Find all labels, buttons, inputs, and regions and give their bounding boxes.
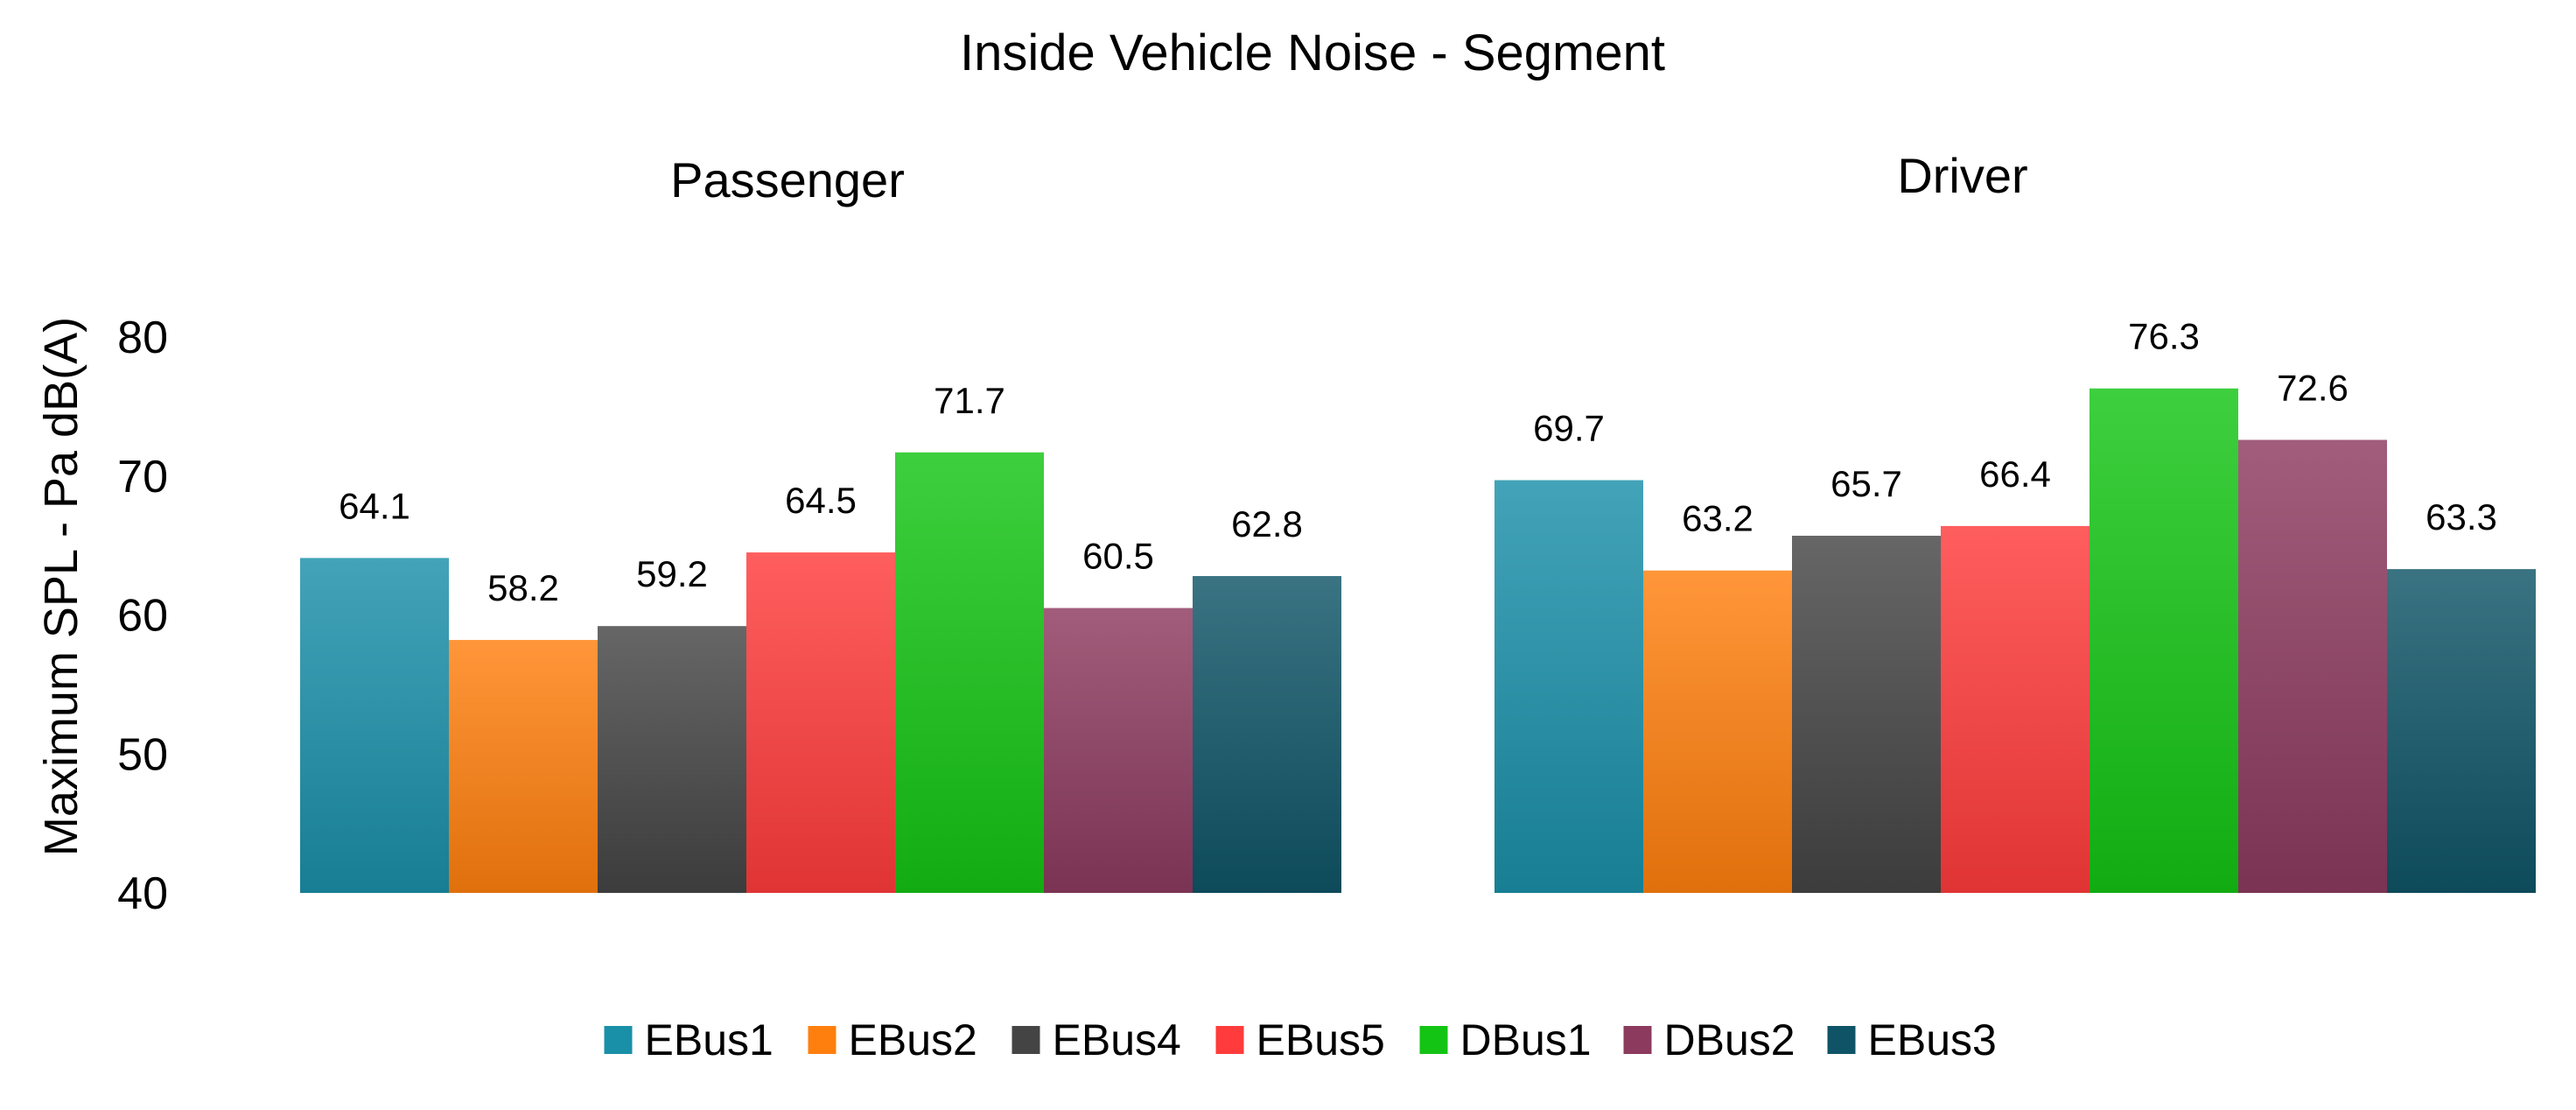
data-label-driver-dbus2: 72.6 (2277, 367, 2348, 408)
data-label-driver-ebus1: 69.7 (1533, 408, 1605, 449)
data-label-passenger-ebus2: 58.2 (487, 567, 559, 608)
data-label-driver-ebus2: 63.2 (1682, 498, 1754, 539)
y-tick-label: 60 (117, 591, 168, 642)
data-label-driver-ebus3: 63.3 (2426, 496, 2497, 537)
bar-driver-dbus1 (2090, 388, 2238, 893)
y-tick-label: 40 (117, 868, 168, 919)
data-label-driver-ebus5: 66.4 (1979, 453, 2051, 495)
panel-title-driver: Driver (1897, 148, 2027, 203)
data-label-passenger-ebus3: 62.8 (1231, 503, 1303, 544)
bar-driver-ebus5 (1941, 525, 2090, 893)
panel-title-passenger: Passenger (670, 152, 905, 207)
legend-swatch-ebus4 (1012, 1026, 1040, 1054)
legend-swatch-dbus1 (1419, 1026, 1448, 1054)
bar-passenger-ebus5 (746, 552, 895, 893)
legend-label-dbus1: DBus1 (1460, 1015, 1592, 1064)
legend-label-ebus4: EBus4 (1053, 1015, 1181, 1064)
bar-passenger-ebus2 (449, 640, 598, 893)
data-label-passenger-ebus5: 64.5 (785, 480, 857, 521)
y-axis-ticks: 40 50 60 70 80 (117, 313, 168, 919)
bar-passenger-ebus4 (598, 626, 746, 893)
data-labels: 64.1 58.2 59.2 64.5 71.7 60.5 62.8 69.7 63.2 65.7… (339, 316, 2497, 608)
bar-driver-ebus4 (1792, 536, 1941, 893)
legend-label-ebus5: EBus5 (1256, 1015, 1385, 1064)
data-label-passenger-ebus4: 59.2 (636, 553, 708, 594)
data-label-driver-ebus4: 65.7 (1830, 463, 1902, 504)
data-label-passenger-ebus1: 64.1 (339, 485, 410, 526)
data-label-driver-dbus1: 76.3 (2128, 316, 2200, 357)
legend-label-dbus2: DBus2 (1664, 1015, 1796, 1064)
bars (300, 388, 2536, 894)
chart-title: Inside Vehicle Noise - Segment (960, 25, 1665, 81)
legend-label-ebus3: EBus3 (1868, 1015, 1997, 1064)
bar-passenger-dbus1 (895, 452, 1044, 893)
legend-swatch-dbus2 (1623, 1026, 1652, 1054)
y-tick-label: 80 (117, 313, 168, 363)
bar-driver-ebus3 (2387, 569, 2536, 893)
legend-label-ebus2: EBus2 (849, 1015, 977, 1064)
bar-passenger-dbus2 (1044, 608, 1193, 893)
legend: EBus1 EBus2 EBus4 EBus5 DBus1 DBus2 EBus3 (604, 1015, 1997, 1064)
data-label-passenger-dbus2: 60.5 (1082, 536, 1154, 577)
legend-swatch-ebus5 (1215, 1026, 1244, 1054)
bar-driver-ebus1 (1494, 480, 1643, 893)
bar-driver-ebus2 (1643, 570, 1792, 893)
data-label-passenger-dbus1: 71.7 (934, 380, 1005, 421)
y-axis-label: Maximum SPL - Pa dB(A) (35, 317, 88, 856)
bar-passenger-ebus1 (300, 558, 449, 893)
bar-driver-dbus2 (2238, 439, 2387, 894)
y-tick-label: 70 (117, 452, 168, 502)
bar-passenger-ebus3 (1193, 576, 1341, 893)
legend-swatch-ebus2 (808, 1026, 836, 1054)
legend-swatch-ebus3 (1827, 1026, 1856, 1054)
y-tick-label: 50 (117, 729, 168, 780)
legend-swatch-ebus1 (604, 1026, 633, 1054)
legend-label-ebus1: EBus1 (645, 1015, 774, 1064)
